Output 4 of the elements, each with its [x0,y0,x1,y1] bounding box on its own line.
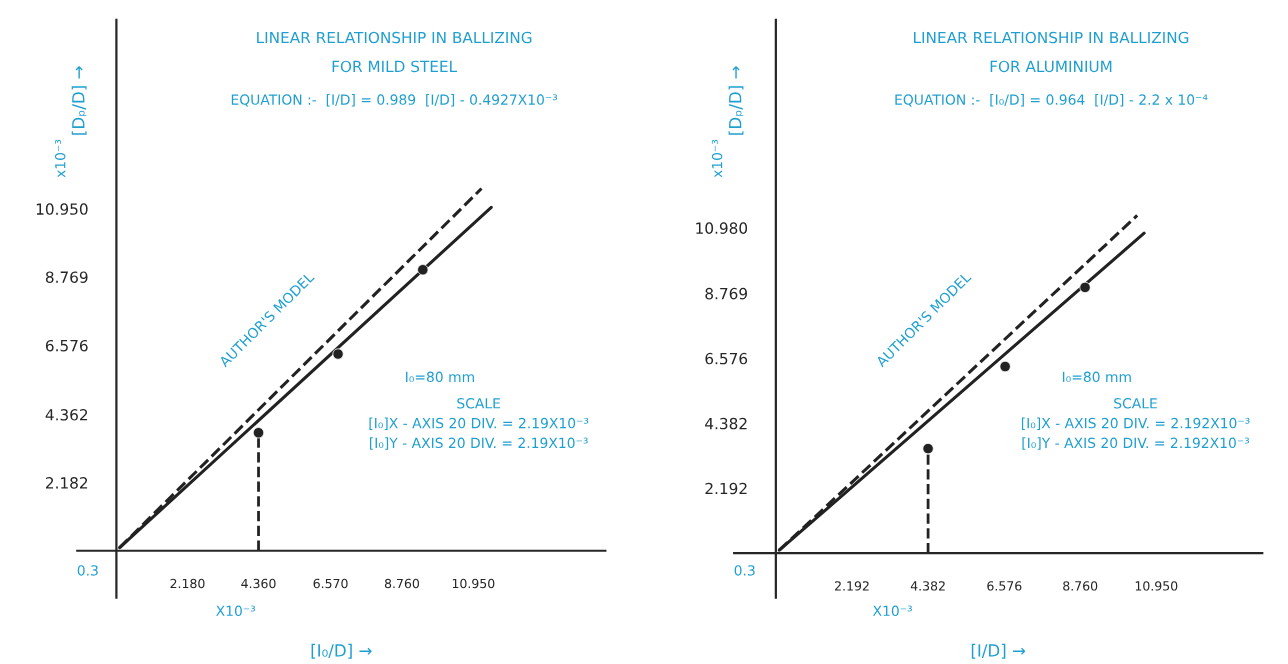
y-axis-title: [Dₚ/D] → [71,66,87,135]
y-axis-title: [Dₚ/D] → [728,66,744,135]
x-axis-title: [I₀/D] → [311,643,372,659]
x-axis-title: [I/D] → [971,643,1026,659]
